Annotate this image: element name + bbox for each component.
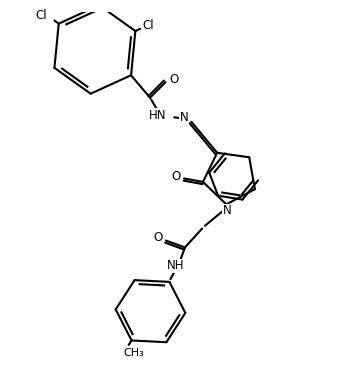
Text: O: O bbox=[172, 170, 181, 183]
Text: Cl: Cl bbox=[35, 9, 47, 22]
Text: O: O bbox=[169, 73, 178, 86]
Text: CH₃: CH₃ bbox=[123, 348, 144, 358]
Text: N: N bbox=[180, 111, 189, 124]
Text: HN: HN bbox=[149, 109, 166, 122]
Text: Cl: Cl bbox=[143, 18, 154, 32]
Text: O: O bbox=[153, 231, 162, 244]
Text: N: N bbox=[223, 204, 231, 217]
Text: NH: NH bbox=[167, 259, 184, 272]
